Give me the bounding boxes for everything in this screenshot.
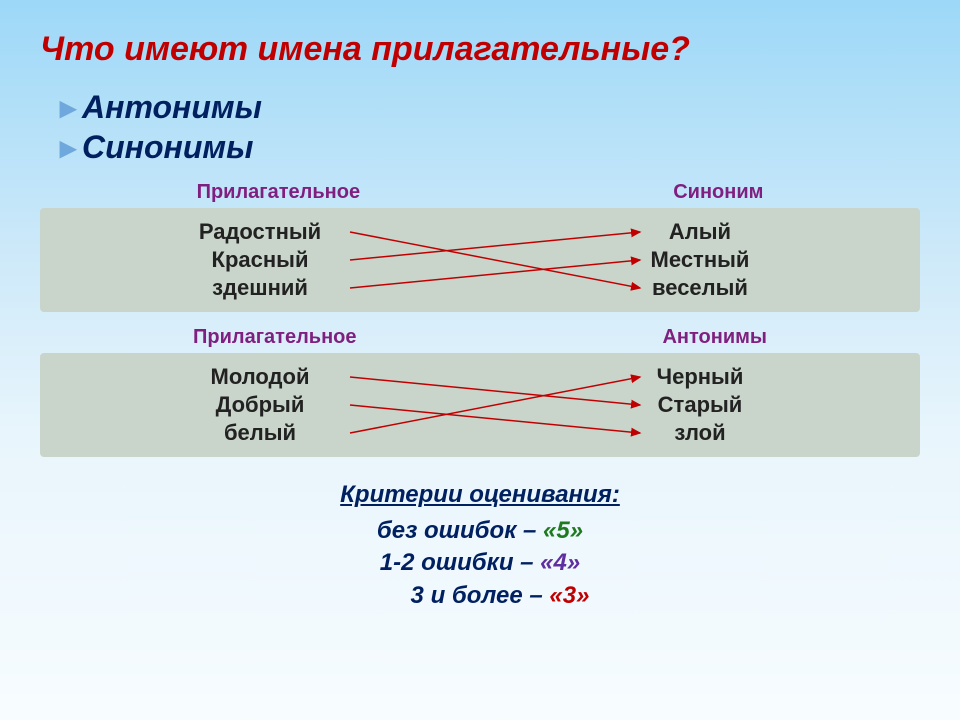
word-right-0: Черный — [480, 363, 920, 391]
word-right-1: Старый — [480, 391, 920, 419]
bullet-antonyms: Антонимы — [60, 87, 920, 127]
criteria-line-2: 3 и более – «3» — [40, 580, 920, 612]
section1-right-header: Синоним — [673, 181, 763, 204]
section1-left-header: Прилагательное — [197, 181, 361, 204]
criteria-grade: «3» — [549, 582, 589, 609]
criteria-line-1: 1-2 ошибки – «4» — [40, 547, 920, 579]
synonym-band: РадостныйКрасныйздешний АлыйМестныйвесел… — [40, 208, 920, 312]
antonym-left-col: МолодойДобрыйбелый — [40, 363, 480, 447]
word-left-1: Добрый — [40, 391, 480, 419]
criteria-grade: «4» — [540, 549, 580, 576]
section1-headers: Прилагательное Синоним — [40, 181, 920, 204]
word-left-0: Радостный — [40, 218, 480, 246]
word-right-2: веселый — [480, 274, 920, 302]
criteria-grade: «5» — [543, 517, 583, 544]
criteria-label: без ошибок – — [377, 517, 543, 544]
criteria-block: Критерии оценивания: без ошибок – «5»1-2… — [40, 481, 920, 612]
word-left-0: Молодой — [40, 363, 480, 391]
bullet-synonyms: Синонимы — [60, 127, 920, 167]
word-right-0: Алый — [480, 218, 920, 246]
word-right-1: Местный — [480, 246, 920, 274]
antonym-band: МолодойДобрыйбелый ЧерныйСтарыйзлой — [40, 353, 920, 457]
synonym-right-col: АлыйМестныйвеселый — [480, 218, 920, 302]
word-left-2: белый — [40, 419, 480, 447]
bullet-list: Антонимы Синонимы — [60, 87, 920, 167]
section2-headers: Прилагательное Антонимы — [40, 326, 920, 349]
slide-title: Что имеют имена прилагательные? — [40, 30, 920, 69]
synonym-left-col: РадостныйКрасныйздешний — [40, 218, 480, 302]
word-left-1: Красный — [40, 246, 480, 274]
section2-right-header: Антонимы — [662, 326, 767, 349]
word-left-2: здешний — [40, 274, 480, 302]
section2-left-header: Прилагательное — [193, 326, 357, 349]
criteria-lines: без ошибок – «5»1-2 ошибки – «4»3 и боле… — [40, 515, 920, 612]
antonym-right-col: ЧерныйСтарыйзлой — [480, 363, 920, 447]
criteria-label: 1-2 ошибки – — [380, 549, 540, 576]
criteria-label: 3 и более – — [371, 582, 550, 609]
word-right-2: злой — [480, 419, 920, 447]
criteria-title: Критерии оценивания: — [40, 481, 920, 509]
criteria-line-0: без ошибок – «5» — [40, 515, 920, 547]
